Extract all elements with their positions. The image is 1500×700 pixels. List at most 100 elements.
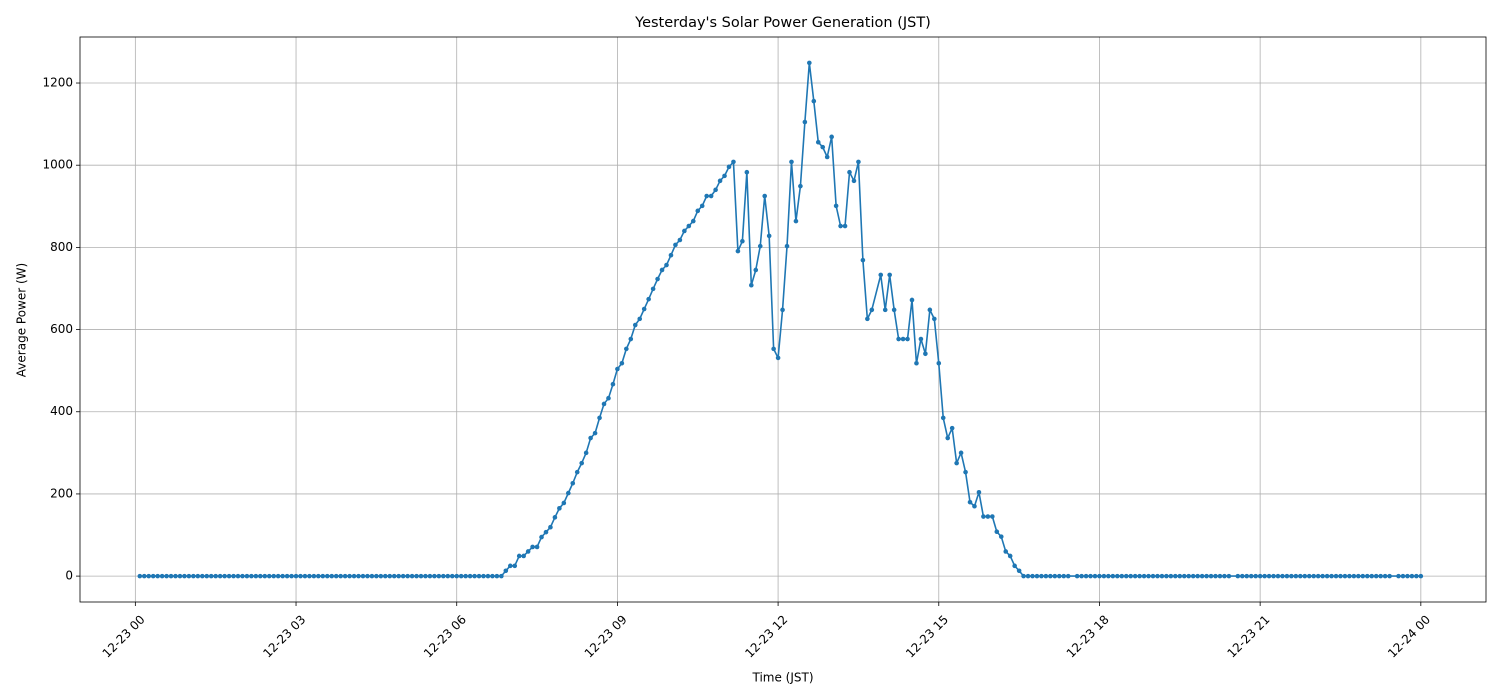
data-point — [1012, 563, 1017, 569]
data-point — [757, 243, 763, 249]
data-point — [445, 573, 451, 579]
data-point — [316, 573, 321, 579]
data-point — [441, 573, 446, 579]
data-point — [1083, 573, 1089, 579]
data-point — [1262, 573, 1267, 579]
data-point — [1199, 573, 1205, 579]
data-point — [168, 573, 174, 579]
data-point — [1204, 573, 1209, 579]
data-point — [481, 573, 486, 579]
axes-frame — [79, 36, 1487, 603]
data-point — [615, 366, 620, 372]
y-axis-label: Average Power (W) — [15, 263, 29, 377]
data-point — [369, 573, 375, 579]
data-point — [610, 381, 616, 387]
data-point — [1396, 573, 1401, 579]
data-point — [1003, 549, 1009, 554]
data-point — [530, 544, 535, 550]
data-point — [231, 573, 236, 579]
data-point — [954, 460, 959, 466]
data-point — [186, 573, 192, 579]
data-point — [1110, 573, 1116, 579]
data-point — [1025, 573, 1031, 579]
data-point — [414, 573, 419, 579]
data-point — [887, 272, 892, 278]
data-point — [744, 169, 750, 175]
data-point — [815, 139, 821, 145]
data-point — [1043, 573, 1049, 579]
data-point — [1387, 573, 1392, 579]
data-point — [726, 164, 732, 170]
data-point — [516, 553, 522, 559]
data-point — [1115, 573, 1120, 579]
data-point — [1065, 573, 1071, 579]
data-point — [191, 573, 196, 579]
data-point — [775, 355, 781, 361]
data-point — [699, 203, 705, 209]
data-point — [1235, 573, 1241, 579]
data-point — [762, 193, 767, 199]
data-point — [1418, 573, 1424, 579]
data-point — [1079, 573, 1084, 579]
data-point — [735, 248, 741, 254]
data-point — [1119, 573, 1125, 579]
data-point — [1293, 573, 1299, 579]
data-point — [449, 573, 455, 579]
data-point — [1137, 573, 1142, 579]
data-point — [423, 573, 428, 579]
data-point — [820, 144, 826, 150]
data-point — [766, 233, 772, 239]
data-point — [869, 307, 875, 313]
data-point — [1217, 573, 1223, 579]
data-point — [1132, 573, 1138, 579]
data-point — [824, 154, 830, 160]
data-point — [226, 573, 232, 579]
data-point — [1092, 573, 1098, 579]
data-point — [780, 307, 785, 313]
data-point — [137, 573, 143, 579]
data-point — [802, 119, 808, 125]
data-point — [1146, 573, 1151, 579]
data-point — [1266, 573, 1272, 579]
data-point — [1347, 573, 1352, 579]
data-point — [521, 553, 526, 559]
data-point — [150, 573, 156, 579]
data-point — [1405, 573, 1410, 579]
data-point — [673, 242, 678, 248]
data-point — [1356, 573, 1361, 579]
data-point — [1074, 573, 1080, 579]
data-point — [1128, 573, 1134, 579]
y-tick-label: 1000 — [42, 158, 73, 172]
data-point — [632, 322, 638, 328]
data-point — [655, 276, 660, 282]
data-point — [566, 490, 571, 496]
data-point — [302, 573, 308, 579]
data-point — [1007, 553, 1013, 559]
data-point — [949, 425, 955, 431]
data-point — [690, 218, 696, 224]
data-point — [1351, 573, 1357, 579]
data-point — [249, 573, 254, 579]
data-point — [1159, 573, 1165, 579]
data-point — [1373, 573, 1379, 579]
data-point — [177, 573, 183, 579]
data-point — [1320, 573, 1325, 579]
data-point — [271, 573, 277, 579]
data-point — [668, 252, 674, 258]
data-point — [994, 529, 1000, 535]
data-point — [213, 573, 218, 579]
y-tick-label: 200 — [50, 486, 73, 500]
data-point — [351, 573, 357, 579]
data-point — [1052, 573, 1058, 579]
data-point — [838, 223, 843, 229]
data-point — [1048, 573, 1053, 579]
data-point — [641, 306, 647, 312]
data-point — [646, 296, 651, 302]
data-point — [360, 573, 366, 579]
data-point — [240, 573, 245, 579]
data-point — [1039, 573, 1044, 579]
data-point — [1061, 573, 1067, 579]
data-point — [503, 568, 509, 574]
data-point — [1168, 573, 1174, 579]
data-point — [280, 573, 285, 579]
